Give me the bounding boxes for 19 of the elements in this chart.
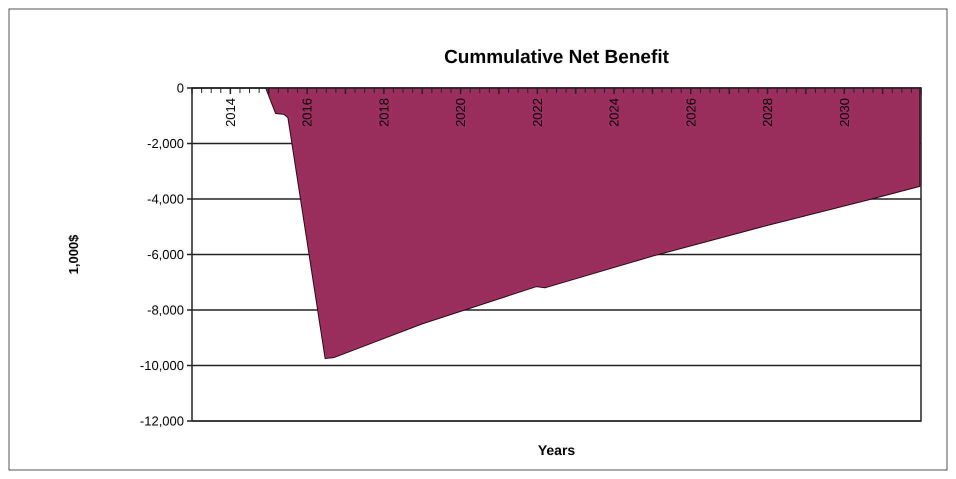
x-tick-label: 2016	[300, 98, 315, 127]
x-tick-label: 2030	[836, 98, 852, 127]
y-tick-label: -4,000	[147, 192, 184, 207]
x-tick-label: 2018	[376, 98, 392, 127]
x-tick-label: 2014	[222, 98, 238, 127]
x-axis-title: Years	[538, 442, 576, 458]
y-tick-label: 0	[176, 80, 184, 96]
y-tick-label: -8,000	[147, 302, 184, 318]
x-tick-label: 2020	[453, 98, 468, 127]
x-tick-label: 2022	[530, 98, 545, 127]
x-tick-label: 2024	[606, 98, 622, 127]
y-tick-label: -10,000	[140, 358, 184, 374]
y-axis-title: 1,000$	[66, 234, 81, 274]
y-tick-label: -6,000	[147, 247, 184, 262]
x-tick-label: 2026	[683, 98, 698, 127]
y-tick-label: -12,000	[140, 414, 184, 429]
x-tick-label: 2028	[760, 98, 776, 127]
chart-title: Cummulative Net Benefit	[444, 47, 670, 68]
y-tick-label: -2,000	[147, 136, 184, 152]
